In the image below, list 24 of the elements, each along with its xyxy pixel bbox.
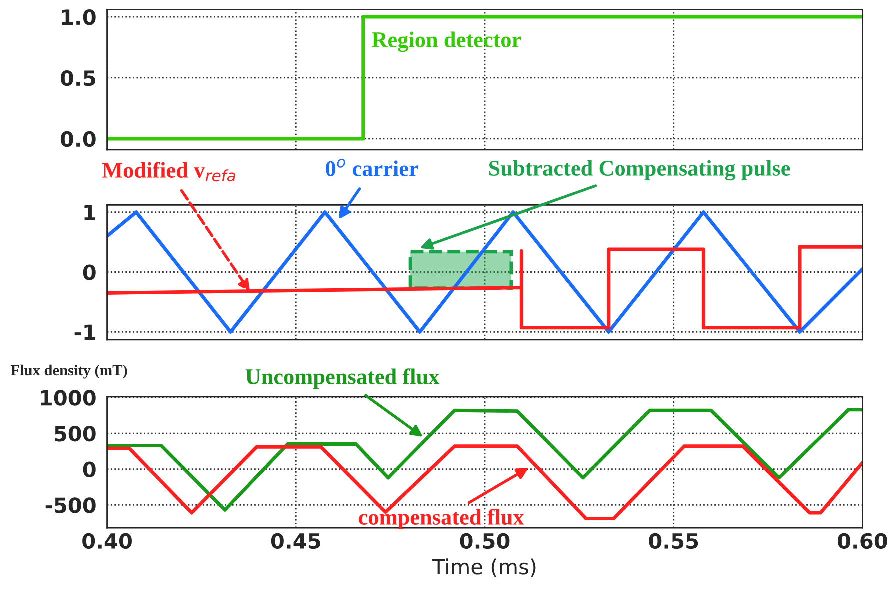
annotation: Subtracted Compensating pulse [489,160,790,181]
y-tick-label: 0 [83,264,96,280]
x-tick-label: 0.40 [82,533,132,550]
y-axis-title: Flux density (mT) [10,364,128,379]
y-tick-label: 0.0 [60,131,96,148]
x-axis-title: Time (ms) [432,558,536,578]
x-tick-label: 0.50 [460,533,510,550]
annotation: compensated flux [359,509,524,530]
annotation: 0$^{o}$ carrier [326,158,418,176]
annotation: Region detector [372,32,522,52]
y-tick-label: 1 [84,205,96,220]
x-tick-label: 0.45 [271,533,320,550]
annotation: Uncompensated flux [246,368,440,389]
y-tick-label: 0.5 [60,70,96,86]
y-tick-label: 1000 [41,390,96,406]
y-tick-label: -500 [46,498,96,514]
x-tick-label: 0.55 [649,533,698,550]
y-tick-label: 1.0 [62,9,96,26]
y-tick-label: 0 [83,462,96,478]
line-series [107,210,863,334]
y-tick-label: 500 [54,426,96,442]
y-tick-label: -1 [74,324,96,340]
x-tick-label: 0.60 [838,533,888,550]
annotation: Modified v$_{refa}$ [102,162,236,182]
